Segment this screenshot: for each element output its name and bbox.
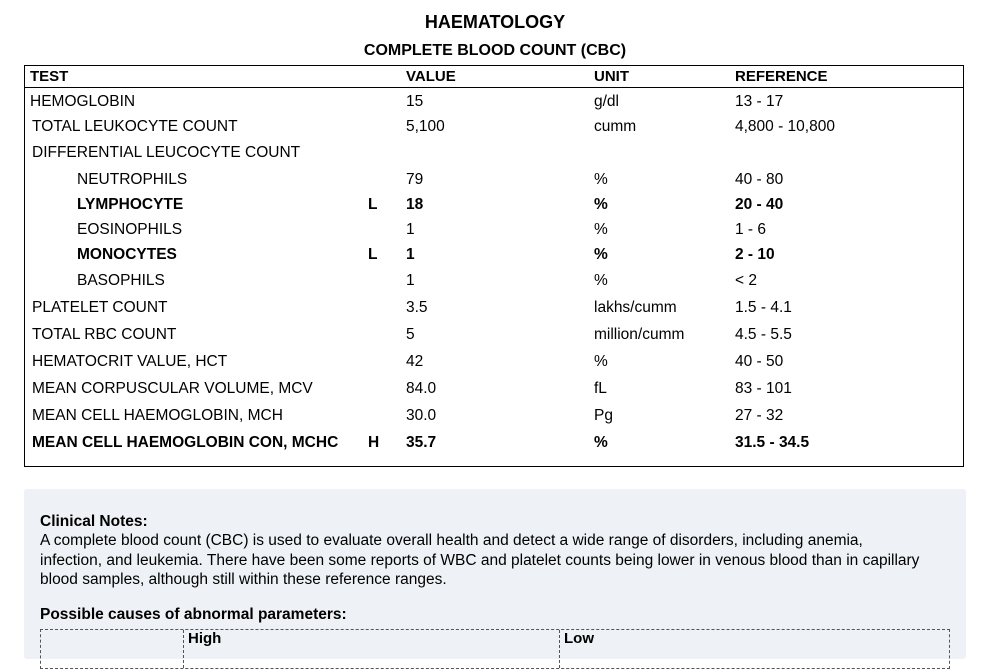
causes-divider	[559, 630, 560, 668]
result-value: 1	[406, 246, 415, 263]
test-name: BASOPHILS	[77, 272, 165, 289]
test-name: LYMPHOCYTE	[77, 196, 184, 213]
unit: lakhs/cumm	[594, 299, 677, 316]
header-test: TEST	[30, 68, 69, 85]
unit: cumm	[594, 118, 637, 135]
test-name: HEMOGLOBIN	[30, 93, 136, 110]
reference-range: < 2	[735, 272, 757, 289]
result-value: 18	[406, 196, 424, 213]
reference-range: 27 - 32	[735, 407, 784, 424]
test-name: DIFFERENTIAL LEUCOCYTE COUNT	[32, 144, 301, 161]
reference-range: 1.5 - 4.1	[735, 299, 792, 316]
result-value: 30.0	[406, 407, 437, 424]
unit: %	[594, 171, 608, 188]
clinical-notes-text: A complete blood count (CBC) is used to …	[40, 532, 920, 588]
header-reference: REFERENCE	[735, 68, 828, 85]
test-name: MEAN CORPUSCULAR VOLUME, MCV	[32, 380, 313, 397]
causes-table: High Low	[40, 629, 950, 669]
causes-low-label: Low	[564, 630, 594, 647]
reference-range: 83 - 101	[735, 380, 792, 397]
result-value: 5,100	[406, 118, 445, 135]
results-table: TEST VALUE UNIT REFERENCE HEMOGLOBIN 15 g/…	[24, 65, 964, 467]
test-name: PLATELET COUNT	[32, 299, 168, 316]
unit: %	[594, 434, 608, 451]
test-name: MEAN CELL HAEMOGLOBIN, MCH	[32, 407, 283, 424]
test-name: HEMATOCRIT VALUE, HCT	[32, 353, 228, 370]
unit: fL	[594, 380, 607, 397]
result-value: 79	[406, 171, 424, 188]
test-name: TOTAL LEUKOCYTE COUNT	[32, 118, 238, 135]
reference-range: 20 - 40	[735, 196, 784, 213]
unit: %	[594, 196, 608, 213]
flag: H	[368, 434, 380, 451]
report-title: HAEMATOLOGY	[424, 12, 566, 32]
result-value: 1	[406, 221, 415, 238]
result-value: 15	[406, 93, 424, 110]
reference-range: 4,800 - 10,800	[735, 118, 835, 135]
reference-range: 31.5 - 34.5	[735, 434, 810, 451]
unit: %	[594, 221, 608, 238]
reference-range: 1 - 6	[735, 221, 767, 238]
result-value: 3.5	[406, 299, 428, 316]
test-name: EOSINOPHILS	[77, 221, 183, 238]
flag: L	[368, 196, 378, 213]
causes-heading: Possible causes of abnormal parameters:	[40, 606, 347, 623]
header-divider	[25, 87, 963, 88]
result-value: 1	[406, 272, 415, 289]
reference-range: 13 - 17	[735, 93, 784, 110]
unit: g/dl	[594, 93, 619, 110]
reference-range: 4.5 - 5.5	[735, 326, 792, 343]
header-value: VALUE	[406, 68, 456, 85]
causes-divider	[183, 630, 184, 668]
result-value: 84.0	[406, 380, 437, 397]
unit: million/cumm	[594, 326, 685, 343]
flag: L	[368, 246, 378, 263]
header-unit: UNIT	[594, 68, 629, 85]
clinical-notes-heading: Clinical Notes:	[40, 513, 148, 530]
reference-range: 40 - 80	[735, 171, 784, 188]
test-name: MONOCYTES	[77, 246, 177, 263]
unit: %	[594, 353, 608, 370]
clinical-notes-panel: Clinical Notes: A complete blood count (…	[24, 489, 966, 669]
unit: %	[594, 246, 608, 263]
reference-range: 2 - 10	[735, 246, 775, 263]
result-value: 42	[406, 353, 424, 370]
result-value: 35.7	[406, 434, 437, 451]
unit: Pg	[594, 407, 613, 424]
result-value: 5	[406, 326, 415, 343]
unit: %	[594, 272, 608, 289]
test-name: NEUTROPHILS	[77, 171, 188, 188]
test-name: MEAN CELL HAEMOGLOBIN CON, MCHC	[32, 434, 339, 451]
reference-range: 40 - 50	[735, 353, 784, 370]
test-name: TOTAL RBC COUNT	[32, 326, 177, 343]
causes-high-label: High	[188, 630, 222, 647]
report-subtitle: COMPLETE BLOOD COUNT (CBC)	[363, 42, 627, 59]
